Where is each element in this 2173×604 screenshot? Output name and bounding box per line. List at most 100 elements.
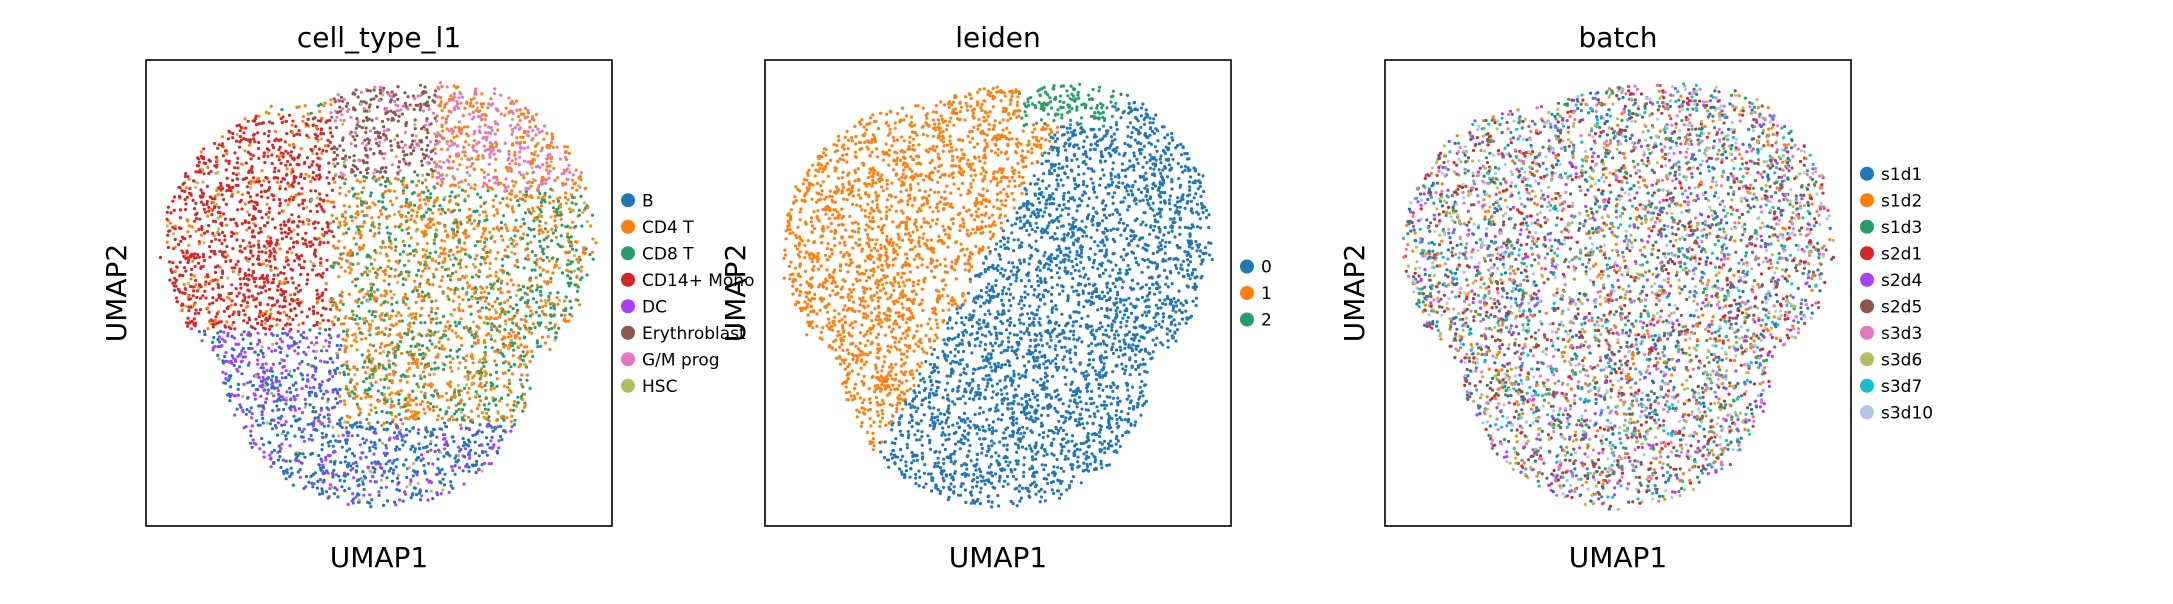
point-cd4-t — [552, 325, 557, 329]
point-cd8-t — [494, 370, 498, 374]
point-cd4-t — [370, 216, 374, 220]
point-cd14-mono — [246, 138, 251, 142]
point-erythroblast — [420, 163, 424, 167]
point-cd4-t — [482, 356, 486, 360]
point-cd4-t — [184, 186, 188, 190]
point-b — [280, 414, 284, 418]
point-cd4-t — [435, 418, 440, 422]
point-g-m-prog — [336, 98, 340, 102]
point-b — [271, 409, 275, 413]
point-erythroblast — [334, 126, 339, 130]
point-dc — [351, 492, 355, 496]
point-cd8-t — [495, 384, 499, 388]
point-cd4-t — [507, 290, 511, 294]
point-g-m-prog — [495, 108, 499, 112]
point-cd4-t — [481, 295, 485, 299]
point-cd4-t — [343, 246, 347, 250]
point-cd8-t — [559, 313, 564, 317]
point-dc — [318, 413, 322, 417]
point-cd4-t — [568, 250, 572, 254]
point-cd8-t — [363, 360, 367, 364]
point-cd4-t — [456, 102, 460, 106]
point-cd4-t — [548, 164, 552, 168]
point-cd14-mono — [214, 237, 218, 241]
point-cd14-mono — [221, 271, 225, 275]
point-cd4-t — [544, 313, 548, 317]
point-cd4-t — [419, 274, 423, 278]
point-erythroblast — [396, 119, 400, 123]
point-cd14-mono — [303, 176, 307, 180]
point-cd14-mono — [294, 313, 298, 318]
point-cd4-t — [498, 201, 502, 205]
point-cd4-t — [465, 354, 469, 358]
point-cd8-t — [588, 252, 592, 257]
point-erythroblast — [351, 91, 355, 95]
point-cd8-t — [550, 239, 554, 243]
point-cd4-t — [519, 317, 523, 322]
point-cd8-t — [487, 291, 491, 295]
point-cd14-mono — [229, 259, 233, 263]
point-cd14-mono — [264, 189, 268, 194]
point-cd14-mono — [194, 216, 199, 221]
point-g-m-prog — [339, 171, 343, 175]
point-cd14-mono — [266, 221, 270, 225]
point-cd4-t — [346, 253, 350, 257]
point-cd8-t — [467, 298, 471, 302]
point-cd14-mono — [317, 147, 321, 151]
point-cd14-mono — [197, 311, 201, 315]
point-cd14-mono — [194, 308, 198, 312]
point-hsc — [421, 173, 425, 177]
point-cd4-t — [426, 280, 430, 284]
point-cd4-t — [449, 288, 453, 292]
point-cd4-t — [510, 189, 514, 193]
point-cd4-t — [453, 388, 457, 392]
point-cd8-t — [355, 252, 359, 256]
point-erythroblast — [397, 114, 401, 118]
point-b — [319, 389, 323, 393]
point-cd14-mono — [264, 212, 268, 216]
point-b — [264, 381, 268, 385]
point-hsc — [216, 170, 220, 175]
point-cd8-t — [358, 331, 362, 335]
point-erythroblast — [368, 103, 372, 107]
point-cd4-t — [414, 317, 418, 321]
point-cd4-t — [478, 109, 482, 113]
point-cd14-mono — [254, 304, 258, 309]
point-dc — [300, 411, 304, 415]
point-cd14-mono — [296, 156, 300, 160]
point-cd14-mono — [317, 168, 321, 172]
point-hsc — [312, 343, 316, 347]
point-cd4-t — [417, 205, 421, 209]
point-dc — [232, 394, 236, 398]
point-erythroblast — [396, 171, 400, 175]
point-cd14-mono — [285, 172, 289, 176]
point-cd8-t — [350, 215, 354, 219]
point-cd4-t — [383, 289, 387, 293]
point-cd4-t — [551, 271, 555, 275]
point-cd4-t — [496, 181, 500, 185]
point-cd4-t — [194, 283, 198, 287]
point-erythroblast — [336, 162, 340, 166]
point-cd4-t — [461, 247, 465, 251]
point-hsc — [437, 254, 441, 258]
point-b — [289, 390, 293, 394]
point-dc — [276, 389, 280, 393]
point-erythroblast — [354, 126, 358, 130]
point-cd8-t — [510, 242, 514, 246]
point-g-m-prog — [348, 132, 352, 136]
point-cd8-t — [424, 210, 428, 214]
point-cd8-t — [426, 292, 430, 296]
point-dc — [394, 503, 398, 507]
point-b — [436, 457, 440, 461]
point-g-m-prog — [485, 135, 489, 139]
point-b — [261, 404, 265, 408]
point-cd8-t — [482, 365, 486, 369]
point-b — [391, 461, 395, 465]
point-cd4-t — [505, 282, 509, 286]
point-cd4-t — [378, 351, 382, 355]
point-cd8-t — [516, 395, 520, 399]
point-b — [476, 430, 480, 434]
point-hsc — [237, 272, 241, 277]
point-cd4-t — [530, 349, 534, 354]
point-b — [292, 414, 296, 418]
